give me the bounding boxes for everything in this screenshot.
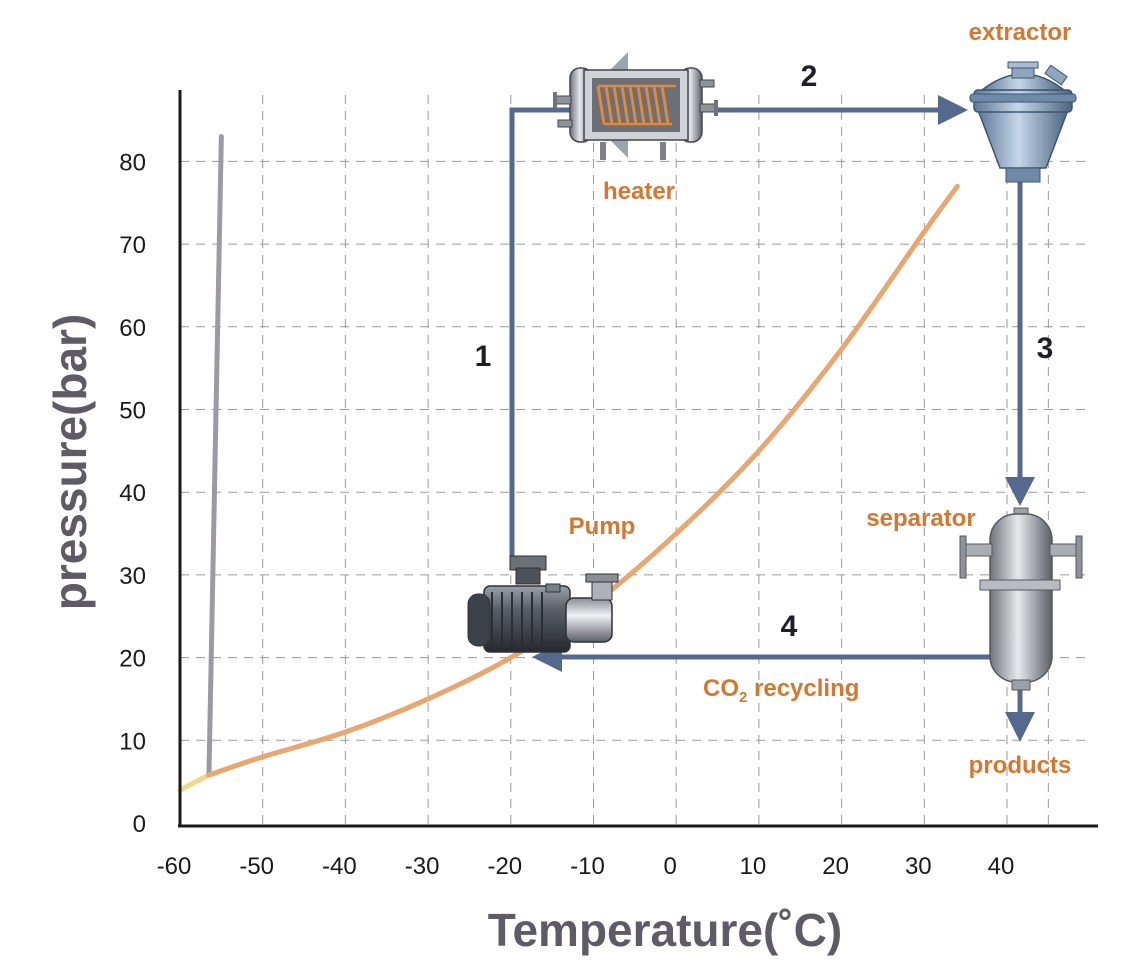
y-tick-label: 50: [119, 398, 146, 425]
separator-icon: [959, 507, 1083, 691]
separator-label: separator: [866, 505, 975, 532]
y-axis-title: pressure(bar): [44, 314, 96, 611]
y-tick-label: 20: [119, 646, 146, 673]
y-tick-label: 30: [119, 563, 146, 590]
pump-label: Pump: [569, 513, 636, 540]
x-tick-label: -20: [487, 853, 522, 880]
x-axis-title: Temperature(˚C): [488, 904, 842, 956]
step-label-2: 2: [801, 60, 818, 93]
axis-ticks: -60 -50 -40 -30 -20 -10 0 10 20 30 40 0 10 20 30 40 50 60…: [119, 149, 1014, 880]
flow-arrow-products: [1005, 712, 1035, 742]
step-label-1: 1: [475, 340, 492, 373]
x-tick-label: 10: [740, 853, 767, 880]
heater-label: heater: [603, 178, 675, 205]
x-tick-label: 20: [822, 853, 849, 880]
extractor-icon: [969, 61, 1077, 183]
x-tick-label: -50: [239, 853, 274, 880]
flow-arrow-3: [1005, 477, 1035, 506]
y-tick-label: 10: [119, 728, 146, 755]
y-tick-label: 40: [119, 480, 146, 507]
x-tick-label: 0: [664, 853, 677, 880]
sublimation-curve: [177, 772, 212, 793]
y-tick-label: 70: [119, 232, 146, 259]
products-label: products: [969, 752, 1072, 779]
flow-line-1: [509, 107, 580, 560]
flow-arrow-2: [938, 95, 968, 125]
x-tick-label: -40: [322, 853, 357, 880]
x-tick-label: 30: [905, 853, 932, 880]
step-label-4: 4: [781, 610, 798, 643]
extractor-label: extractor: [969, 19, 1072, 46]
x-tick-label: -10: [570, 853, 605, 880]
co2-recycling-subscript: 2: [739, 689, 747, 706]
melting-curve: [206, 134, 224, 778]
co2-recycling-label: CO2 recycling: [703, 675, 859, 706]
co2-recycling-main: CO: [703, 675, 739, 702]
step-label-3: 3: [1037, 332, 1054, 365]
pump-icon: [467, 555, 619, 653]
heater-icon: [553, 52, 718, 160]
y-tick-label: 60: [119, 315, 146, 342]
x-tick-label: -30: [405, 853, 440, 880]
x-tick-label: -60: [157, 853, 192, 880]
x-tick-label: 40: [988, 853, 1015, 880]
y-tick-label: 80: [119, 149, 146, 176]
co2-recycling-rest: recycling: [747, 675, 859, 702]
y-tick-label: 0: [133, 811, 146, 838]
